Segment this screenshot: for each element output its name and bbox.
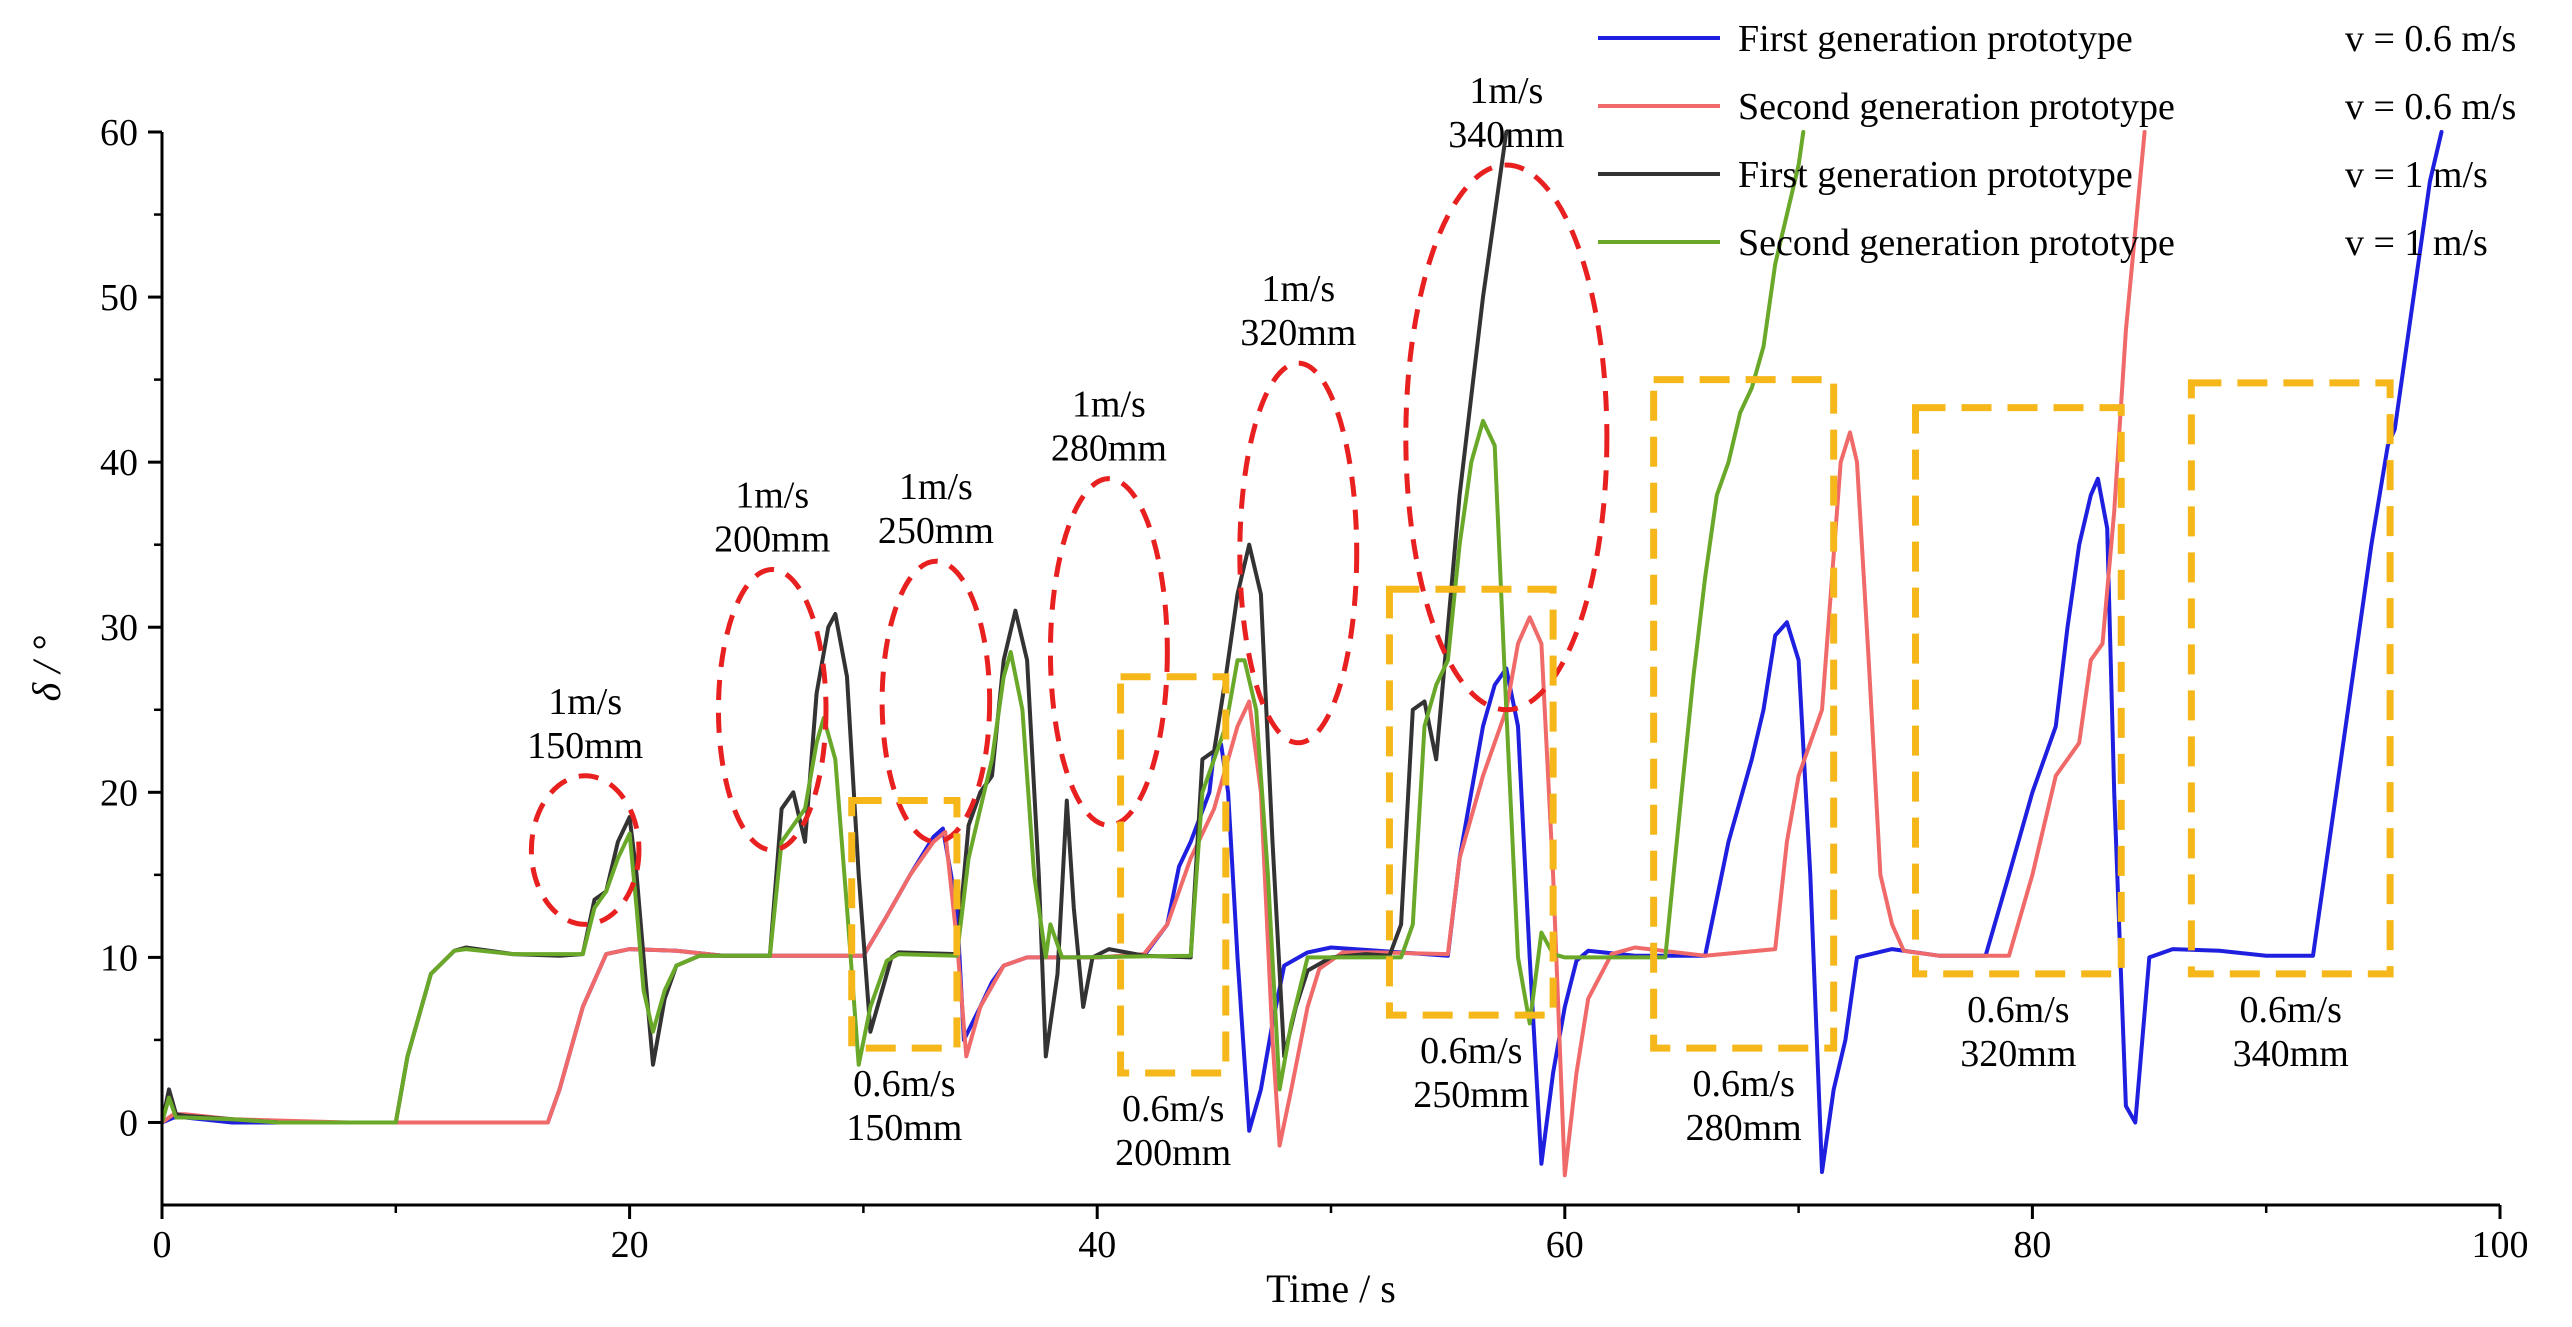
annotation-label-line: 250mm (878, 510, 994, 552)
annotation-label-line: 320mm (1960, 1033, 2076, 1075)
annotation-box (1385, 585, 1557, 1019)
annotation-label-line: 1m/s (1072, 384, 1146, 426)
axes-layer: 0 20 40 60 80 100 0 10 20 30 40 50 60 Time / s δ / ° (24, 112, 2529, 1311)
annotation-label-line: 0.6m/s (2240, 989, 2342, 1031)
x-tick-label: 20 (611, 1224, 649, 1266)
annotation-layer: 1m/s150mm1m/s200mm1m/s250mm1m/s280mm1m/s… (527, 70, 2394, 1174)
annotation-ellipse (1047, 476, 1170, 828)
annotation-label-line: 200mm (1115, 1132, 1231, 1174)
annotation-label-line: 340mm (2233, 1033, 2349, 1075)
y-tick-label: 10 (100, 937, 138, 979)
annotation-box (1912, 404, 2125, 978)
x-tick-label: 80 (2013, 1224, 2051, 1266)
annotation-label-line: 0.6m/s (1420, 1030, 1522, 1072)
legend-velocity: v = 1 m/s (2345, 222, 2488, 264)
legend-entry-2: Second generation prototype v = 0.6 m/s (1598, 86, 2516, 128)
x-tick-label: 100 (2472, 1224, 2529, 1266)
legend-label: Second generation prototype (1738, 222, 2175, 264)
annotation-label-line: 1m/s (548, 681, 622, 723)
annotation-label-line: 0.6m/s (1967, 989, 2069, 1031)
annotation-label-line: 0.6m/s (853, 1063, 955, 1105)
annotation-label-line: 150mm (527, 725, 643, 767)
annotation-label-line: 1m/s (735, 474, 809, 516)
annotation-ellipse (528, 773, 642, 927)
annotation-label-line: 320mm (1240, 312, 1356, 354)
y-tick-label: 60 (100, 112, 138, 154)
annotation-label-line: 0.6m/s (1122, 1088, 1224, 1130)
series-line-4 (162, 130, 1806, 1125)
annotation-label-line: 1m/s (1261, 268, 1335, 310)
annotation-label-line: 340mm (1448, 114, 1564, 156)
y-tick-label: 50 (100, 277, 138, 319)
annotation-box (1117, 673, 1230, 1077)
y-axis-title: δ / ° (24, 636, 69, 702)
legend-entry-1: First generation prototype v = 0.6 m/s (1598, 18, 2516, 60)
annotation-box (1650, 376, 1838, 1052)
annotation-label-line: 250mm (1413, 1074, 1529, 1116)
annotation-label-line: 1m/s (1469, 70, 1543, 112)
annotation-box (2187, 379, 2394, 978)
annotation-label-line: 1m/s (899, 466, 973, 508)
annotation-box (848, 797, 961, 1052)
y-tick-label: 40 (100, 442, 138, 484)
annotation-ellipse (1403, 162, 1610, 713)
legend-entry-3: First generation prototype v = 1 m/s (1598, 154, 2488, 196)
legend-label: Second generation prototype (1738, 86, 2175, 128)
annotation-label-line: 280mm (1051, 428, 1167, 470)
annotation-ellipse (879, 558, 993, 845)
annotation-label-line: 150mm (846, 1107, 962, 1149)
x-tick-label: 40 (1078, 1224, 1116, 1266)
y-tick-label: 20 (100, 772, 138, 814)
legend-label: First generation prototype (1738, 18, 2133, 60)
legend-velocity: v = 0.6 m/s (2345, 18, 2516, 60)
y-tick-label: 0 (119, 1102, 138, 1144)
annotation-label-line: 280mm (1686, 1107, 1802, 1149)
annotation-ellipse (1237, 360, 1360, 746)
annotation-ellipse (715, 566, 829, 853)
y-tick-label: 30 (100, 607, 138, 649)
legend-entry-4: Second generation prototype v = 1 m/s (1598, 222, 2488, 264)
legend-label: First generation prototype (1738, 154, 2133, 196)
legend: First generation prototype v = 0.6 m/sSec… (1598, 18, 2516, 264)
annotation-label-line: 200mm (714, 518, 830, 560)
x-tick-label: 60 (1546, 1224, 1584, 1266)
legend-velocity: v = 1 m/s (2345, 154, 2488, 196)
x-axis-title: Time / s (1266, 1266, 1396, 1311)
x-tick-label: 0 (153, 1224, 172, 1266)
legend-velocity: v = 0.6 m/s (2345, 86, 2516, 128)
annotation-label-line: 0.6m/s (1692, 1063, 1794, 1105)
